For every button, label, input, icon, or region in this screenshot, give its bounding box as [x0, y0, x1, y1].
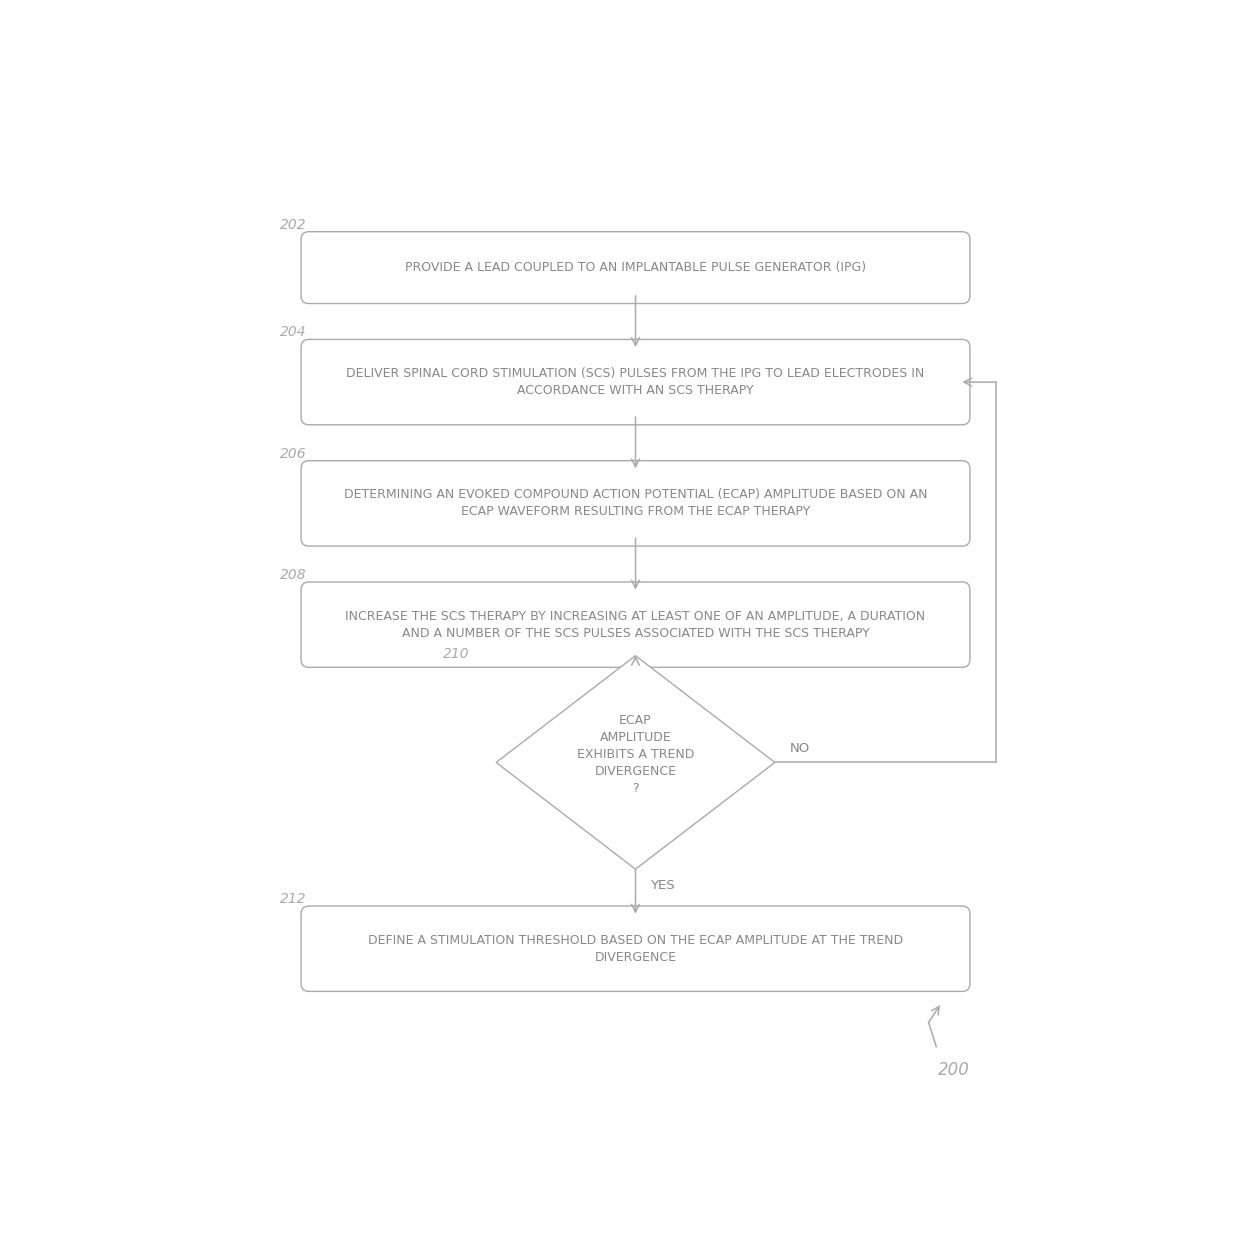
FancyBboxPatch shape	[301, 232, 970, 304]
Text: PROVIDE A LEAD COUPLED TO AN IMPLANTABLE PULSE GENERATOR (IPG): PROVIDE A LEAD COUPLED TO AN IMPLANTABLE…	[405, 261, 866, 275]
Text: YES: YES	[650, 879, 675, 892]
Text: INCREASE THE SCS THERAPY BY INCREASING AT LEAST ONE OF AN AMPLITUDE, A DURATION
: INCREASE THE SCS THERAPY BY INCREASING A…	[346, 610, 925, 640]
Text: 204: 204	[280, 325, 306, 339]
FancyBboxPatch shape	[301, 339, 970, 425]
Text: NO: NO	[789, 742, 810, 755]
Polygon shape	[496, 655, 775, 869]
Text: 208: 208	[280, 568, 306, 582]
Text: 212: 212	[280, 892, 306, 906]
Text: 200: 200	[939, 1061, 970, 1080]
Text: 202: 202	[280, 218, 306, 232]
FancyBboxPatch shape	[301, 906, 970, 992]
Text: DETERMINING AN EVOKED COMPOUND ACTION POTENTIAL (ECAP) AMPLITUDE BASED ON AN
ECA: DETERMINING AN EVOKED COMPOUND ACTION PO…	[343, 489, 928, 518]
Text: 210: 210	[444, 646, 470, 660]
FancyBboxPatch shape	[301, 461, 970, 546]
FancyBboxPatch shape	[301, 582, 970, 668]
Text: DELIVER SPINAL CORD STIMULATION (SCS) PULSES FROM THE IPG TO LEAD ELECTRODES IN
: DELIVER SPINAL CORD STIMULATION (SCS) PU…	[346, 367, 925, 397]
Text: ECAP
AMPLITUDE
EXHIBITS A TREND
DIVERGENCE
?: ECAP AMPLITUDE EXHIBITS A TREND DIVERGEN…	[577, 714, 694, 795]
Text: 206: 206	[280, 447, 306, 461]
Text: DEFINE A STIMULATION THRESHOLD BASED ON THE ECAP AMPLITUDE AT THE TREND
DIVERGEN: DEFINE A STIMULATION THRESHOLD BASED ON …	[368, 934, 903, 964]
